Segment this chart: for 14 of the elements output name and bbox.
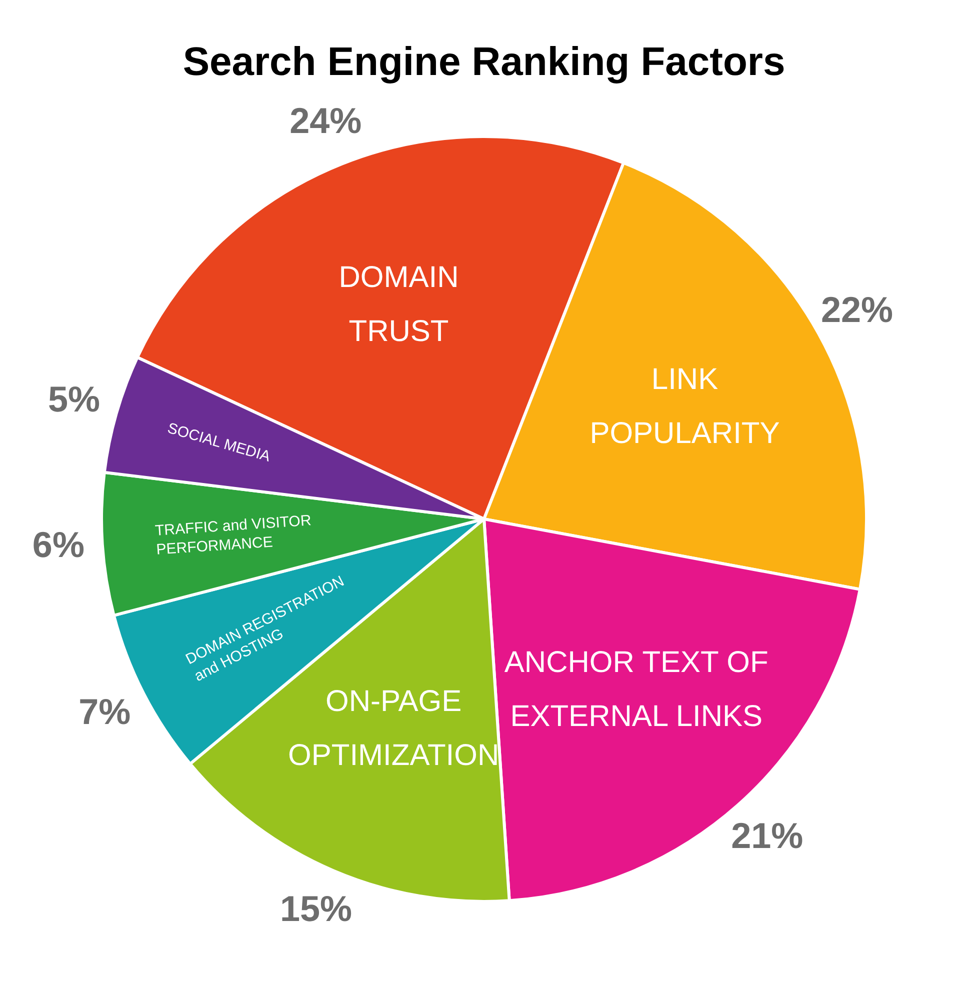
- slice-label: ANCHOR TEXT OF EXTERNAL LINKS: [504, 646, 768, 733]
- data-label: 21%: [731, 814, 804, 856]
- data-label: 15%: [280, 888, 352, 929]
- slice-label: TRAFFIC and VISITOR PERFORMANCE: [154, 512, 312, 558]
- slice-label: SOCIAL MEDIA: [166, 420, 272, 466]
- slice-label: LINK POPULARITY: [590, 363, 780, 450]
- slice-label: DOMAIN TRUST: [338, 261, 459, 348]
- data-label: 6%: [32, 524, 84, 566]
- data-label: 5%: [48, 378, 100, 420]
- data-label: 22%: [820, 289, 894, 330]
- data-label: 7%: [78, 690, 131, 732]
- chart-title: Search Engine Ranking Factors: [182, 40, 786, 84]
- slice-label: ON-PAGE OPTIMIZATION: [288, 685, 500, 772]
- data-label: 24%: [290, 100, 362, 141]
